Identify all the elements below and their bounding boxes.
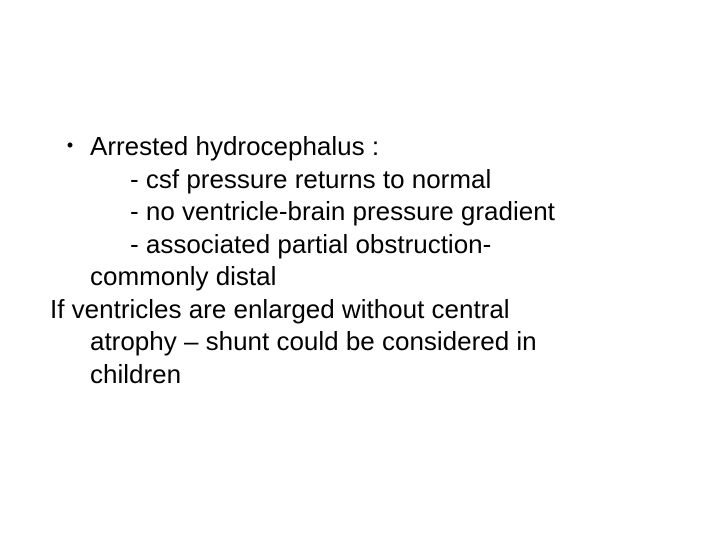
bullet-title-text: Arrested hydrocephalus :: [90, 130, 670, 163]
closing-line-1: If ventricles are enlarged without centr…: [50, 293, 670, 326]
bullet-item: • Arrested hydrocephalus :: [50, 130, 670, 163]
sub-line-3: - associated partial obstruction-: [50, 228, 670, 261]
sub-line-2: - no ventricle-brain pressure gradient: [50, 195, 670, 228]
slide-content: • Arrested hydrocephalus : - csf pressur…: [50, 130, 670, 390]
sub-line-3-continuation: commonly distal: [50, 260, 670, 293]
closing-line-3: children: [50, 358, 670, 391]
sub-line-1: - csf pressure returns to normal: [50, 163, 670, 196]
bullet-dot-icon: •: [50, 130, 90, 161]
closing-line-2: atrophy – shunt could be considered in: [50, 325, 670, 358]
